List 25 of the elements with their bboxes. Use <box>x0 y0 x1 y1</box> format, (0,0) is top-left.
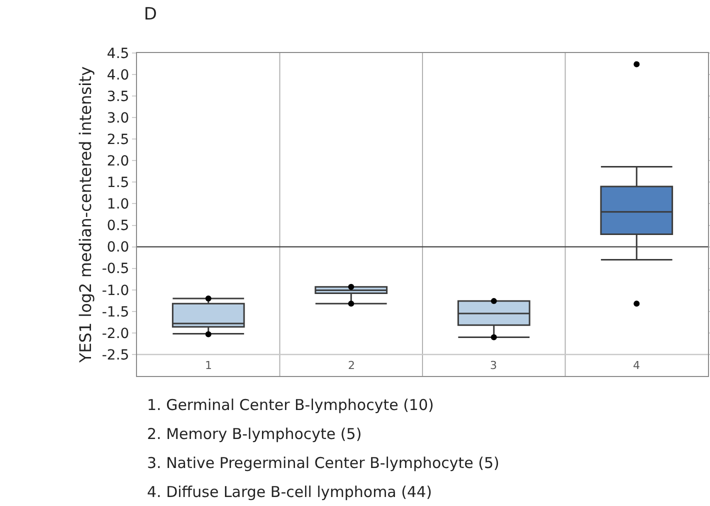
y-tick-label: 0.0 <box>106 240 130 256</box>
x-tick-label: 2 <box>348 359 355 372</box>
y-tick-label: -1.0 <box>102 282 130 299</box>
x-tick-label: 4 <box>633 359 640 372</box>
x-tick-label: 3 <box>490 359 497 372</box>
y-tick-label: 0.5 <box>106 218 130 234</box>
y-tick-label: -0.5 <box>102 261 130 278</box>
y-tick-label: 3.0 <box>106 110 130 126</box>
y-tick-label: 1.0 <box>106 196 130 213</box>
text: 4. Diffuse Large B-cell lymphoma (44) <box>147 483 432 501</box>
y-tick-label: 4.5 <box>106 46 130 62</box>
text: 1. Germinal Center B-lymphocyte (10) <box>147 396 434 414</box>
y-tick-label: 2.0 <box>106 154 130 170</box>
chart-title: D <box>144 4 157 24</box>
y-tick-label: -2.5 <box>102 347 130 364</box>
y-axis-title: YES1 log2 median-centered intensity <box>76 66 95 364</box>
text: 2. Memory B-lymphocyte (5) <box>147 425 362 443</box>
text: 3. Native Pregerminal Center B-lymphocyte (5) <box>147 454 500 472</box>
y-tick-label: 3.5 <box>106 88 130 105</box>
y-tick-label: -2.0 <box>102 326 130 342</box>
y-tick-label: 2.5 <box>106 132 130 148</box>
y-tick-label: 1.5 <box>106 175 130 192</box>
y-tick-label: -1.5 <box>102 304 130 320</box>
y-tick-label: 4.0 <box>106 67 130 84</box>
x-tick-label: 1 <box>205 359 212 372</box>
